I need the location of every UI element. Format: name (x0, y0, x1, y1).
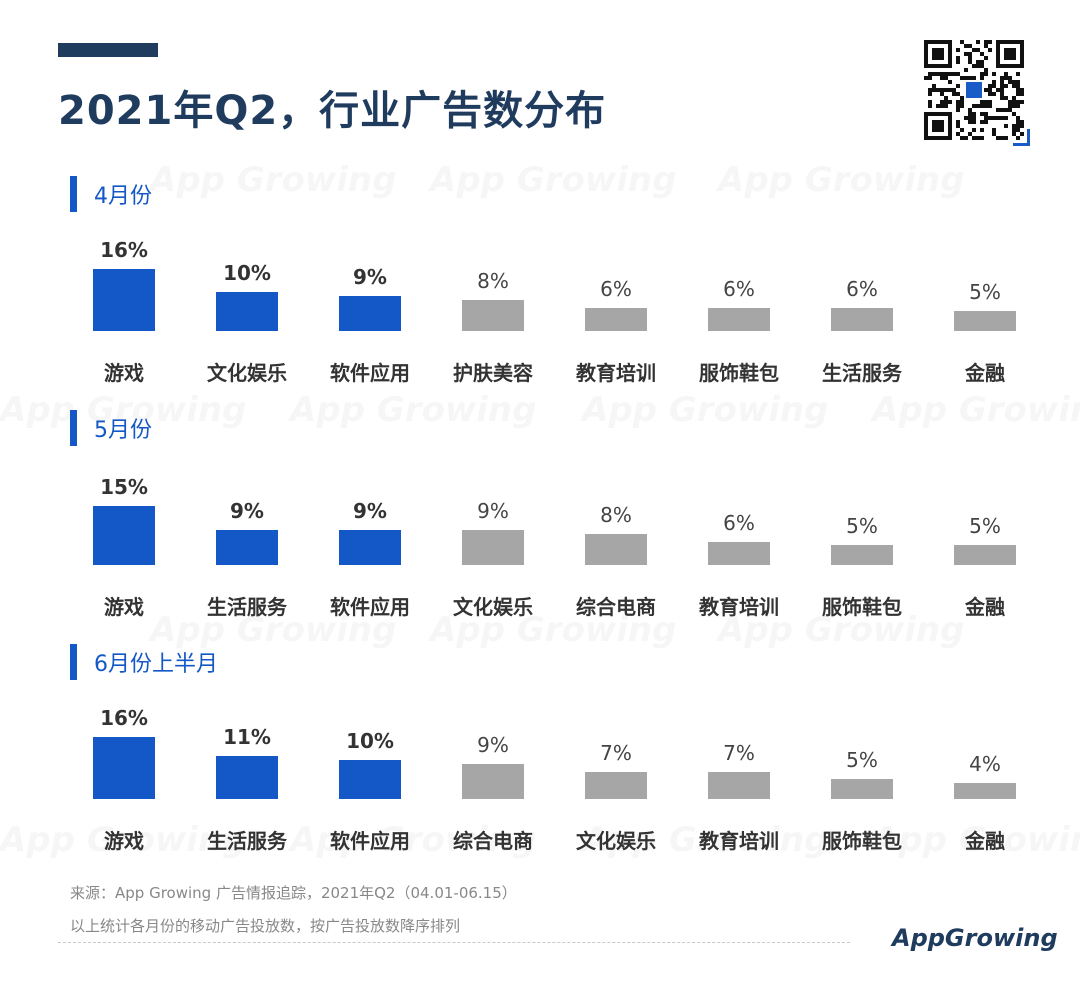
bar-1-5 (708, 542, 770, 565)
section-title-2: 6月份上半月 (94, 652, 218, 677)
watermark-1: App Growing (430, 160, 676, 200)
bar-2-5 (708, 772, 770, 799)
value-label-2-0: 16% (100, 706, 148, 730)
category-label-2-1: 生活服务 (207, 829, 287, 853)
bar-1-1 (216, 530, 278, 565)
value-label-2-7: 4% (969, 752, 1001, 776)
category-label-0-6: 生活服务 (822, 361, 902, 385)
category-label-2-4: 文化娱乐 (576, 829, 656, 853)
category-label-1-6: 服饰鞋包 (822, 595, 902, 619)
category-label-1-2: 软件应用 (330, 595, 410, 619)
section-marker-1 (70, 410, 77, 446)
value-label-0-0: 16% (100, 238, 148, 262)
bar-0-1 (216, 292, 278, 331)
bar-0-2 (339, 296, 401, 331)
watermark-2: App Growing (718, 160, 964, 200)
bar-2-1 (216, 756, 278, 799)
bar-2-3 (462, 764, 524, 799)
page-title: 2021年Q2，行业广告数分布 (58, 88, 607, 134)
bar-1-3 (462, 530, 524, 565)
category-label-0-5: 服饰鞋包 (699, 361, 779, 385)
value-label-2-2: 10% (346, 729, 394, 753)
value-label-2-1: 11% (223, 725, 271, 749)
category-label-0-7: 金融 (965, 361, 1005, 385)
watermark-5: App Growing (582, 390, 828, 430)
category-label-0-3: 护肤美容 (453, 361, 533, 385)
category-label-0-2: 软件应用 (330, 361, 410, 385)
section-title-0: 4月份 (94, 184, 152, 209)
watermark-6: App Growing (872, 390, 1080, 430)
bar-0-4 (585, 308, 647, 331)
value-label-0-3: 8% (477, 269, 509, 293)
source-note: 来源：App Growing 广告情报追踪，2021年Q2（04.01-06.1… (70, 884, 517, 902)
bar-2-2 (339, 760, 401, 799)
value-label-2-5: 7% (723, 741, 755, 765)
section-marker-0 (70, 176, 77, 212)
value-label-1-6: 5% (846, 514, 878, 538)
category-label-1-0: 游戏 (104, 595, 144, 619)
value-label-0-4: 6% (600, 277, 632, 301)
bar-2-0 (93, 737, 155, 799)
category-label-0-4: 教育培训 (576, 361, 656, 385)
category-label-2-7: 金融 (965, 829, 1005, 853)
value-label-1-3: 9% (477, 499, 509, 523)
value-label-0-1: 10% (223, 261, 271, 285)
category-label-2-6: 服饰鞋包 (822, 829, 902, 853)
value-label-0-7: 5% (969, 280, 1001, 304)
value-label-2-6: 5% (846, 748, 878, 772)
value-label-1-5: 6% (723, 511, 755, 535)
category-label-1-1: 生活服务 (207, 595, 287, 619)
brand-logo: AppGrowing (892, 924, 1058, 952)
value-label-1-4: 8% (600, 503, 632, 527)
section-title-1: 5月份 (94, 418, 152, 443)
value-label-1-7: 5% (969, 514, 1001, 538)
bar-1-2 (339, 530, 401, 565)
value-label-1-2: 9% (353, 499, 387, 523)
category-label-0-1: 文化娱乐 (207, 361, 287, 385)
bar-1-0 (93, 506, 155, 565)
category-label-2-2: 软件应用 (330, 829, 410, 853)
watermark-4: App Growing (290, 390, 536, 430)
bar-0-0 (93, 269, 155, 331)
category-label-2-3: 综合电商 (453, 829, 533, 853)
bar-2-7 (954, 783, 1016, 799)
bar-0-5 (708, 308, 770, 331)
title-accent-bar (58, 43, 158, 57)
qr-code (924, 40, 1030, 146)
category-label-1-5: 教育培训 (699, 595, 779, 619)
category-label-2-5: 教育培训 (699, 829, 779, 853)
bar-0-3 (462, 300, 524, 331)
bar-1-6 (831, 545, 893, 565)
footer-divider (58, 942, 850, 943)
category-label-1-4: 综合电商 (576, 595, 656, 619)
value-label-2-4: 7% (600, 741, 632, 765)
value-label-0-2: 9% (353, 265, 387, 289)
bar-2-4 (585, 772, 647, 799)
value-label-1-0: 15% (100, 475, 148, 499)
category-label-0-0: 游戏 (104, 361, 144, 385)
value-label-0-5: 6% (723, 277, 755, 301)
bar-1-7 (954, 545, 1016, 565)
bar-0-6 (831, 308, 893, 331)
watermark-0: App Growing (150, 160, 396, 200)
category-label-1-3: 文化娱乐 (453, 595, 533, 619)
method-note: 以上统计各月份的移动广告投放数，按广告投放数降序排列 (70, 917, 461, 935)
bar-1-4 (585, 534, 647, 565)
value-label-0-6: 6% (846, 277, 878, 301)
value-label-2-3: 9% (477, 733, 509, 757)
section-marker-2 (70, 644, 77, 680)
category-label-1-7: 金融 (965, 595, 1005, 619)
bar-0-7 (954, 311, 1016, 331)
category-label-2-0: 游戏 (104, 829, 144, 853)
value-label-1-1: 9% (230, 499, 264, 523)
qr-corner-accent (1013, 129, 1030, 146)
bar-2-6 (831, 779, 893, 799)
